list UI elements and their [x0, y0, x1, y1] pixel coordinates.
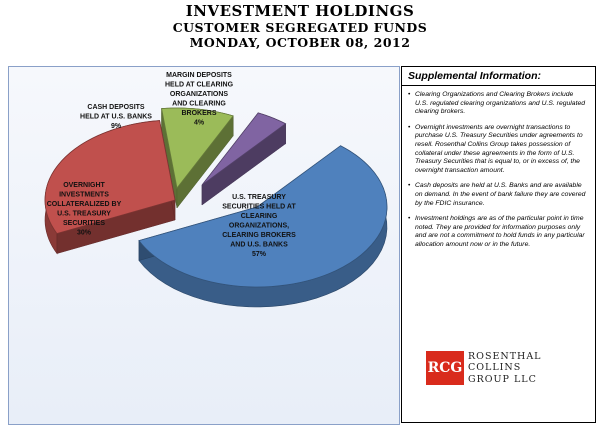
- pie-label-line: MARGIN DEPOSITS: [166, 72, 232, 79]
- pie-slice-label: U.S. TREASURY SECURITIES HELD AT CLEARING O…: [222, 194, 296, 258]
- title-divider: [402, 85, 595, 86]
- pie-slice-label: CASH DEPOSITS HELD AT U.S. BANKS 9%: [80, 104, 152, 130]
- pie-slice-top: [138, 145, 388, 288]
- logo-line: ROSENTHAL: [468, 351, 542, 362]
- pie-slice-label: MARGIN DEPOSITS HELD AT CLEARING ORGANIZAT…: [165, 72, 234, 127]
- pie-label-line: COLLATERALIZED BY: [47, 201, 122, 208]
- pie-slice-group: [138, 145, 388, 308]
- logo-line: COLLINS: [468, 362, 522, 374]
- notes-list: Clearing Organizations and Clearing Brok…: [402, 91, 595, 257]
- supplemental-info-panel: Supplemental Information: Clearing Organ…: [401, 66, 596, 423]
- logo-line: GROUP LLC: [468, 373, 537, 385]
- note-cash-deposits: Cash deposits are held at U.S. Banks and…: [402, 182, 595, 208]
- pie-label-line: SECURITIES: [63, 220, 105, 227]
- pie-slice-top: [161, 107, 234, 189]
- pie-slice-group: [201, 112, 287, 206]
- pie-label-line: BROKERS: [181, 110, 216, 117]
- pie-label-line: AND CLEARING: [172, 101, 226, 108]
- note-holdings: Investment holdings are as of the partic…: [402, 215, 595, 249]
- pie-label-line: CLEARING: [241, 213, 278, 220]
- pie-slice-top: [44, 120, 176, 235]
- pie-label-line: 57%: [252, 251, 267, 258]
- pie-label-line: INVESTMENTS: [59, 192, 109, 199]
- pie-label-line: 9%: [111, 123, 122, 130]
- pie-chart: U.S. TREASURY SECURITIES HELD AT CLEARING O…: [44, 72, 388, 308]
- note-clearing: Clearing Organizations and Clearing Brok…: [402, 91, 595, 117]
- pie-slice-group: [44, 120, 176, 255]
- pie-label-line: ORGANIZATIONS,: [229, 223, 289, 230]
- pie-label-line: AND U.S. BANKS: [230, 242, 288, 249]
- pie-slice-top: [201, 112, 287, 186]
- supplemental-info-title: Supplemental Information:: [408, 70, 542, 82]
- pie-label-line: HELD AT U.S. BANKS: [80, 114, 152, 121]
- pie-label-line: ORGANIZATIONS: [170, 91, 229, 98]
- logo-wordmark: ROSENTHAL COLLINS GROUP LLC: [468, 351, 564, 385]
- pie-label-line: U.S. TREASURY: [232, 194, 286, 201]
- pie-label-line: OVERNIGHT: [63, 182, 105, 189]
- pie-label-line: HELD AT CLEARING: [165, 82, 234, 89]
- page-subtitle: CUSTOMER SEGREGATED FUNDS: [172, 20, 428, 35]
- pie-slice-group: [161, 107, 234, 209]
- pie-chart-panel: U.S. TREASURY SECURITIES HELD AT CLEARING O…: [8, 66, 400, 425]
- note-overnight: Overnight investments are overnight tran…: [402, 124, 595, 176]
- pie-slice-label: OVERNIGHT INVESTMENTS COLLATERALIZED BY U.S…: [47, 182, 122, 237]
- pie-label-line: SECURITIES HELD AT: [222, 204, 296, 211]
- pie-label-line: CASH DEPOSITS: [87, 104, 145, 111]
- report-date: MONDAY, OCTOBER 08, 2012: [189, 35, 411, 50]
- pie-label-line: 30%: [77, 230, 92, 237]
- pie-label-line: 4%: [194, 120, 205, 127]
- pie-label-line: CLEARING BROKERS: [222, 232, 296, 239]
- pie-label-line: U.S. TREASURY: [57, 211, 111, 218]
- logo-mark: RCG: [426, 351, 464, 385]
- company-logo: RCG ROSENTHAL COLLINS GROUP LLC: [426, 351, 564, 385]
- page-title: INVESTMENT HOLDINGS: [185, 2, 415, 20]
